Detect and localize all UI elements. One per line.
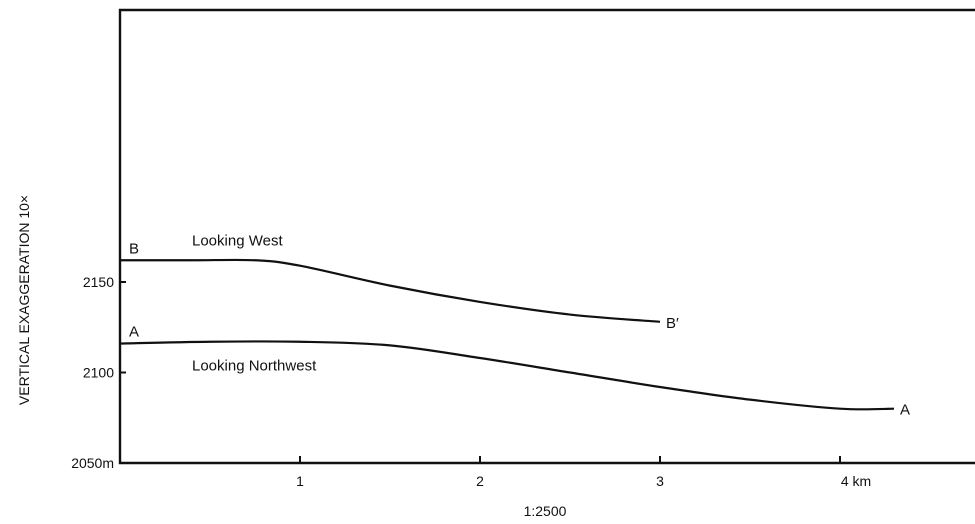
y-tick-label-3: 2150	[83, 274, 114, 290]
series-end-label-1: B′	[666, 315, 679, 332]
y-axis-title: VERTICAL EXAGGERATION 10×	[16, 195, 32, 405]
series-name-label-2: Looking Northwest	[192, 358, 317, 375]
series-start-label-1: B	[129, 240, 139, 257]
x-tick-label-2: 2	[476, 473, 484, 489]
plot-frame	[118, 8, 975, 465]
series-line-1	[119, 258, 661, 323]
x-axis-title: 1:2500	[524, 503, 567, 519]
x-tick-label-1: 1	[296, 473, 304, 489]
x-tick-label-3: 3	[656, 473, 664, 489]
series-start-label-2: A	[129, 324, 139, 341]
y-tick-label-1: 2050m	[71, 455, 114, 471]
series-end-label-2: A	[900, 402, 910, 419]
y-tick-label-2: 2100	[83, 365, 114, 381]
series-name-label-1: Looking West	[192, 232, 283, 249]
series-line-2	[119, 340, 895, 411]
x-tick-label-4: 4 km	[841, 473, 871, 489]
